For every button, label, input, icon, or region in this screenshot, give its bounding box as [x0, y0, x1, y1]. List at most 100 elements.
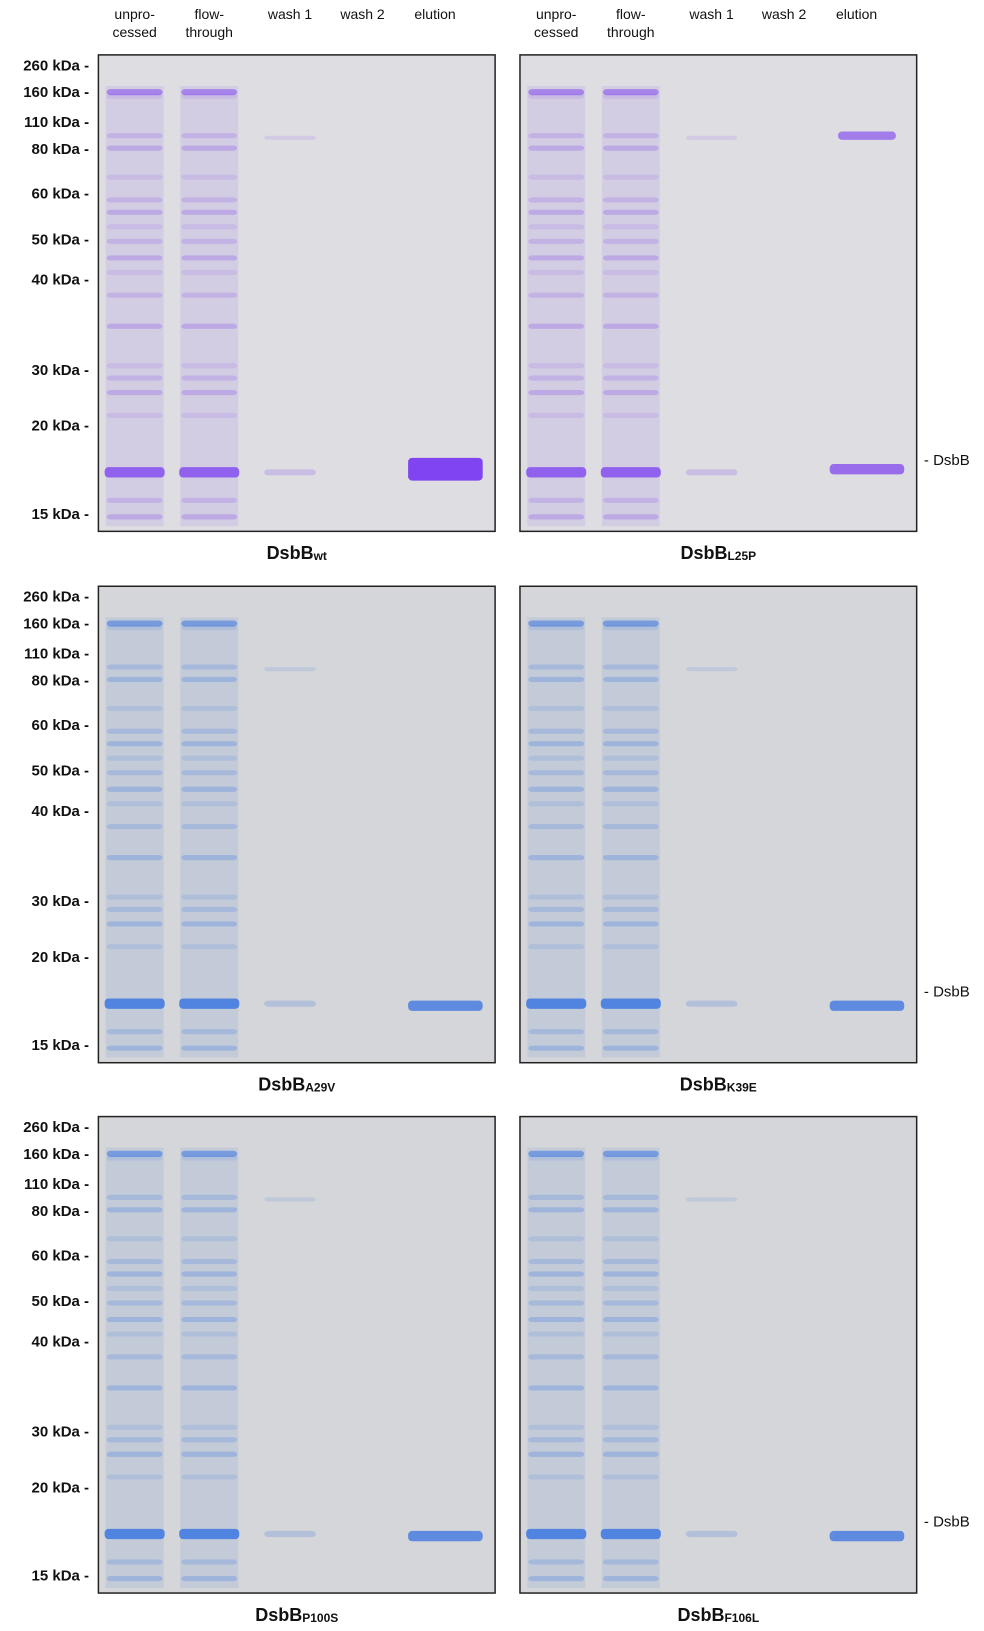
- band: [107, 146, 163, 151]
- band: [686, 667, 738, 671]
- band: [181, 706, 237, 711]
- band: [107, 390, 163, 395]
- band-label: - DsbB: [924, 983, 970, 1000]
- band: [528, 944, 584, 949]
- marker-label: 15 kDa -: [32, 1567, 90, 1584]
- band: [603, 677, 659, 682]
- band: [107, 413, 163, 418]
- marker-label: 60 kDa -: [32, 1247, 90, 1264]
- band: [603, 375, 659, 380]
- band: [181, 1207, 237, 1212]
- band: [603, 706, 659, 711]
- band: [528, 413, 584, 418]
- band: [603, 1207, 659, 1212]
- gel-caption: DsbBP100S: [255, 1605, 338, 1625]
- band: [603, 1271, 659, 1276]
- band: [603, 1576, 659, 1581]
- band: [528, 1576, 584, 1581]
- band: [528, 907, 584, 912]
- band: [107, 1452, 163, 1457]
- band: [181, 224, 237, 229]
- band: [601, 467, 661, 477]
- band: [603, 664, 659, 669]
- band: [264, 1531, 316, 1537]
- band: [181, 1046, 237, 1051]
- band: [603, 224, 659, 229]
- band: [528, 855, 584, 860]
- band: [107, 1317, 163, 1322]
- band: [528, 1046, 584, 1051]
- band: [179, 467, 239, 477]
- marker-label: 15 kDa -: [32, 1037, 90, 1054]
- marker-label: 80 kDa -: [32, 1203, 90, 1220]
- band: [603, 1452, 659, 1457]
- band: [107, 620, 163, 626]
- band: [528, 787, 584, 792]
- band: [603, 514, 659, 519]
- band: [107, 224, 163, 229]
- band: [105, 1529, 165, 1539]
- band: [181, 1300, 237, 1305]
- band: [181, 1354, 237, 1359]
- caption-name: DsbB: [680, 543, 727, 563]
- band: [686, 136, 738, 140]
- band: [107, 706, 163, 711]
- band: [528, 375, 584, 380]
- band: [603, 270, 659, 275]
- band: [181, 1259, 237, 1264]
- band: [528, 801, 584, 806]
- band: [603, 1474, 659, 1479]
- lane-label: flow-: [194, 6, 224, 22]
- band: [181, 1452, 237, 1457]
- band: [181, 1317, 237, 1322]
- band: [107, 1029, 163, 1034]
- band: [107, 1559, 163, 1564]
- band: [181, 824, 237, 829]
- band: [181, 894, 237, 899]
- band: [528, 1332, 584, 1337]
- marker-label: 15 kDa -: [32, 506, 90, 523]
- band: [603, 894, 659, 899]
- band: [107, 210, 163, 215]
- band: [107, 375, 163, 380]
- band: [603, 770, 659, 775]
- band: [603, 1354, 659, 1359]
- band: [526, 1529, 586, 1539]
- lane-label: wash 2: [339, 6, 385, 22]
- band: [603, 921, 659, 926]
- caption-variant: K39E: [727, 1081, 757, 1095]
- band: [107, 1354, 163, 1359]
- band: [603, 1559, 659, 1564]
- band: [181, 756, 237, 761]
- band: [107, 255, 163, 260]
- band: [264, 1197, 316, 1201]
- band: [528, 729, 584, 734]
- band: [528, 224, 584, 229]
- caption-name: DsbB: [267, 543, 314, 563]
- band: [181, 146, 237, 151]
- band: [603, 944, 659, 949]
- band: [181, 1385, 237, 1390]
- band: [603, 801, 659, 806]
- caption-variant: wt: [313, 549, 327, 563]
- lane-smear: [527, 86, 585, 526]
- lane-smear: [602, 86, 660, 526]
- band: [181, 801, 237, 806]
- band: [603, 390, 659, 395]
- band: [603, 907, 659, 912]
- gel-caption: DsbBK39E: [680, 1074, 757, 1094]
- band: [528, 620, 584, 626]
- band: [686, 1531, 738, 1537]
- marker-label: 260 kDa -: [23, 57, 89, 74]
- band: [408, 458, 483, 481]
- band: [603, 89, 659, 95]
- band: [181, 944, 237, 949]
- marker-label: 260 kDa -: [23, 589, 89, 606]
- lane-label: wash 1: [688, 6, 734, 22]
- band: [830, 1531, 905, 1541]
- band: [181, 514, 237, 519]
- band: [528, 498, 584, 503]
- caption-variant: L25P: [727, 549, 756, 563]
- band: [528, 1437, 584, 1442]
- band: [181, 270, 237, 275]
